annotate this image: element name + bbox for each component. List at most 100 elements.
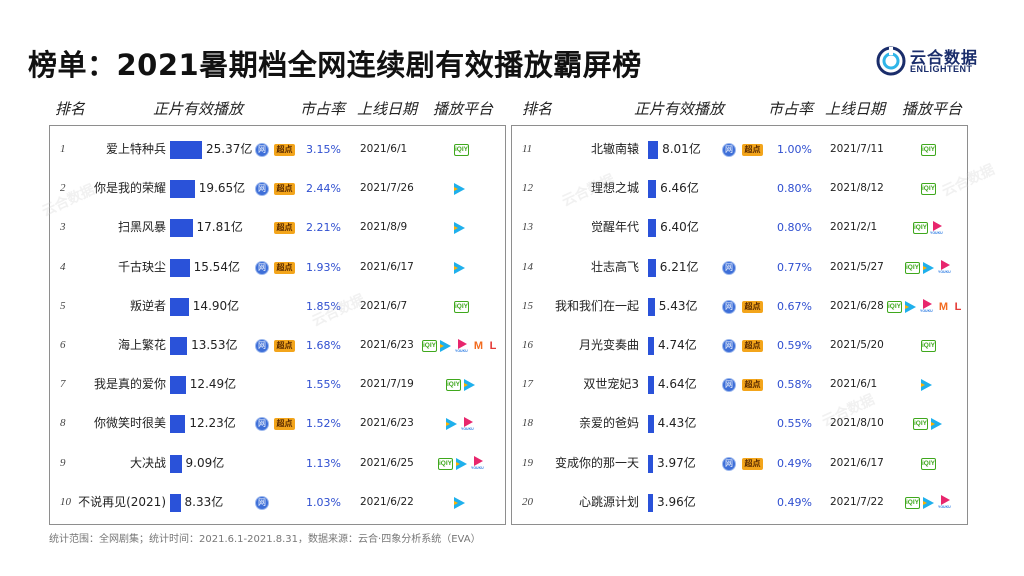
header-platform-left: 播放平台: [433, 100, 494, 118]
play-value-label: 8.33亿: [184, 494, 224, 509]
play-value-label: 14.90亿: [192, 298, 240, 313]
youku-icon: [930, 220, 944, 236]
drama-title: 觉醒年代: [590, 220, 639, 235]
platform-icons: [454, 495, 467, 511]
iqiyi-icon: iQIY: [913, 222, 928, 235]
market-share: 0.55%: [777, 417, 812, 431]
release-date: 2021/6/23: [360, 417, 414, 430]
drama-title: 北辙南辕: [590, 142, 639, 156]
play-bar: [170, 454, 182, 473]
platform-icons: iQIY: [913, 416, 944, 432]
rank-number: 16: [522, 339, 533, 351]
header-play-right: 正片有效播放: [634, 100, 725, 118]
release-date: 2021/8/12: [830, 182, 884, 195]
play-bar: [648, 376, 654, 395]
web-drama-badge: 网: [255, 339, 269, 353]
market-share: 1.13%: [306, 456, 341, 470]
market-share: 1.55%: [306, 378, 341, 392]
market-share: 0.80%: [777, 221, 812, 235]
tencent-video-icon: [931, 418, 942, 431]
release-date: 2021/5/27: [830, 260, 884, 273]
release-date: 2021/6/1: [830, 378, 878, 391]
market-share: 0.49%: [777, 495, 812, 509]
release-date: 2021/5/20: [830, 339, 884, 351]
header-date-right: 上线日期: [825, 100, 886, 118]
rank-number: 2: [60, 182, 66, 195]
table-row: 19 变成你的那一天 3.97亿 网超点 0.49% 2021/6/17 iQIY: [512, 444, 967, 483]
drama-title: 叛逆者: [129, 298, 166, 313]
platform-icons: iQIY: [913, 220, 944, 236]
play-value-label: 4.74亿: [658, 338, 697, 352]
play-value-label: 17.81亿: [196, 220, 243, 235]
youku-icon: [471, 456, 485, 471]
platform-icons: iQIY ML: [422, 338, 498, 354]
drama-title: 双世宠妃3: [583, 377, 639, 392]
iqiyi-icon: iQIY: [913, 418, 928, 431]
release-date: 2021/7/11: [830, 143, 884, 155]
table-row: 5 叛逆者 14.90亿 1.85% 2021/6/7 iQIY: [50, 287, 505, 326]
release-date: 2021/6/28: [830, 299, 884, 312]
market-share: 2.21%: [306, 221, 341, 235]
platform-icons: iQIY: [921, 456, 936, 472]
release-date: 2021/7/26: [360, 182, 414, 195]
rank-number: 8: [60, 417, 66, 430]
header-share-right: 市占率: [768, 100, 814, 118]
rank-number: 5: [60, 299, 66, 312]
tencent-video-icon: [440, 340, 451, 352]
release-date: 2021/6/17: [830, 456, 884, 469]
platform-icons: iQIY: [454, 142, 469, 158]
letv-icon: L: [954, 300, 962, 313]
rank-number: 1: [60, 143, 66, 155]
table-row: 1 爱上特种兵 25.37亿网超点 3.15% 2021/6/1 iQIY: [50, 130, 505, 169]
drama-title: 海上繁花: [117, 338, 166, 352]
play-value-label: 6.46亿: [660, 181, 699, 196]
super-vod-badge: 超点: [742, 144, 763, 156]
rank-number: 13: [522, 221, 533, 234]
table-row: 4 千古玦尘 15.54亿网超点 1.93% 2021/6/17: [50, 248, 505, 287]
table-row: 12 理想之城 6.46亿 0.80% 2021/8/12 iQIY: [512, 169, 967, 208]
market-share: 0.59%: [777, 339, 812, 352]
tencent-video-icon: [921, 379, 932, 392]
web-drama-badge: 网: [255, 143, 269, 157]
platform-icons: iQIY: [921, 338, 936, 354]
market-share: 1.00%: [777, 143, 812, 156]
tencent-video-icon: [464, 379, 475, 392]
platform-icons: iQIY: [438, 456, 485, 472]
tencent-video-icon: [446, 418, 457, 431]
ranking-panel-right: 11 北辙南辕 8.01亿网超点 1.00% 2021/7/11 iQIY 12 理想之城 6.…: [511, 125, 968, 525]
table-row: 11 北辙南辕 8.01亿 网超点 1.00% 2021/7/11 iQIY: [512, 130, 967, 169]
table-row: 17 双世宠妃3 4.64亿 网超点 0.58% 2021/6/1: [512, 365, 967, 404]
tencent-video-icon: [923, 496, 934, 509]
drama-title: 不说再见(2021): [78, 494, 166, 509]
rank-number: 15: [522, 299, 533, 312]
ranking-panel-left: 1 爱上特种兵 25.37亿网超点 3.15% 2021/6/1 iQIY 2 你是我的荣耀 1…: [49, 125, 506, 525]
platform-icons: iQIY: [921, 181, 936, 197]
table-row: 6 海上繁花 13.53亿 网超点 1.68% 2021/6/23 iQIY ML: [50, 326, 505, 365]
rank-number: 6: [60, 339, 66, 351]
web-drama-badge: 网: [722, 378, 736, 393]
web-drama-badge: 网: [722, 260, 736, 275]
play-bar: [648, 337, 654, 355]
platform-icons: iQIY: [446, 377, 477, 393]
super-vod-badge: 超点: [274, 261, 295, 274]
rank-number: 11: [522, 143, 533, 155]
drama-title: 爱上特种兵: [105, 142, 166, 156]
market-share: 0.49%: [777, 456, 812, 470]
web-drama-badge: 网: [722, 299, 736, 314]
youku-icon: [938, 495, 952, 510]
tencent-video-icon: [456, 457, 467, 470]
table-row: 9 大决战 9.09亿 1.13% 2021/6/25 iQIY: [50, 444, 505, 483]
iqiyi-icon: iQIY: [921, 457, 936, 470]
release-date: 2021/7/22: [830, 495, 884, 508]
header-play-left: 正片有效播放: [153, 100, 244, 118]
table-row: 20 心跳源计划 3.96亿 0.49% 2021/7/22 iQIY: [512, 483, 967, 522]
rank-number: 19: [522, 456, 533, 469]
release-date: 2021/7/19: [360, 378, 414, 391]
web-drama-badge: 网: [255, 417, 269, 432]
youku-icon: [920, 299, 934, 314]
market-share: 0.80%: [777, 182, 812, 196]
market-share: 1.93%: [306, 260, 341, 274]
platform-icons: iQIY ML: [887, 299, 963, 315]
drama-title: 扫黑风暴: [117, 220, 166, 235]
platform-icons: [454, 260, 467, 276]
